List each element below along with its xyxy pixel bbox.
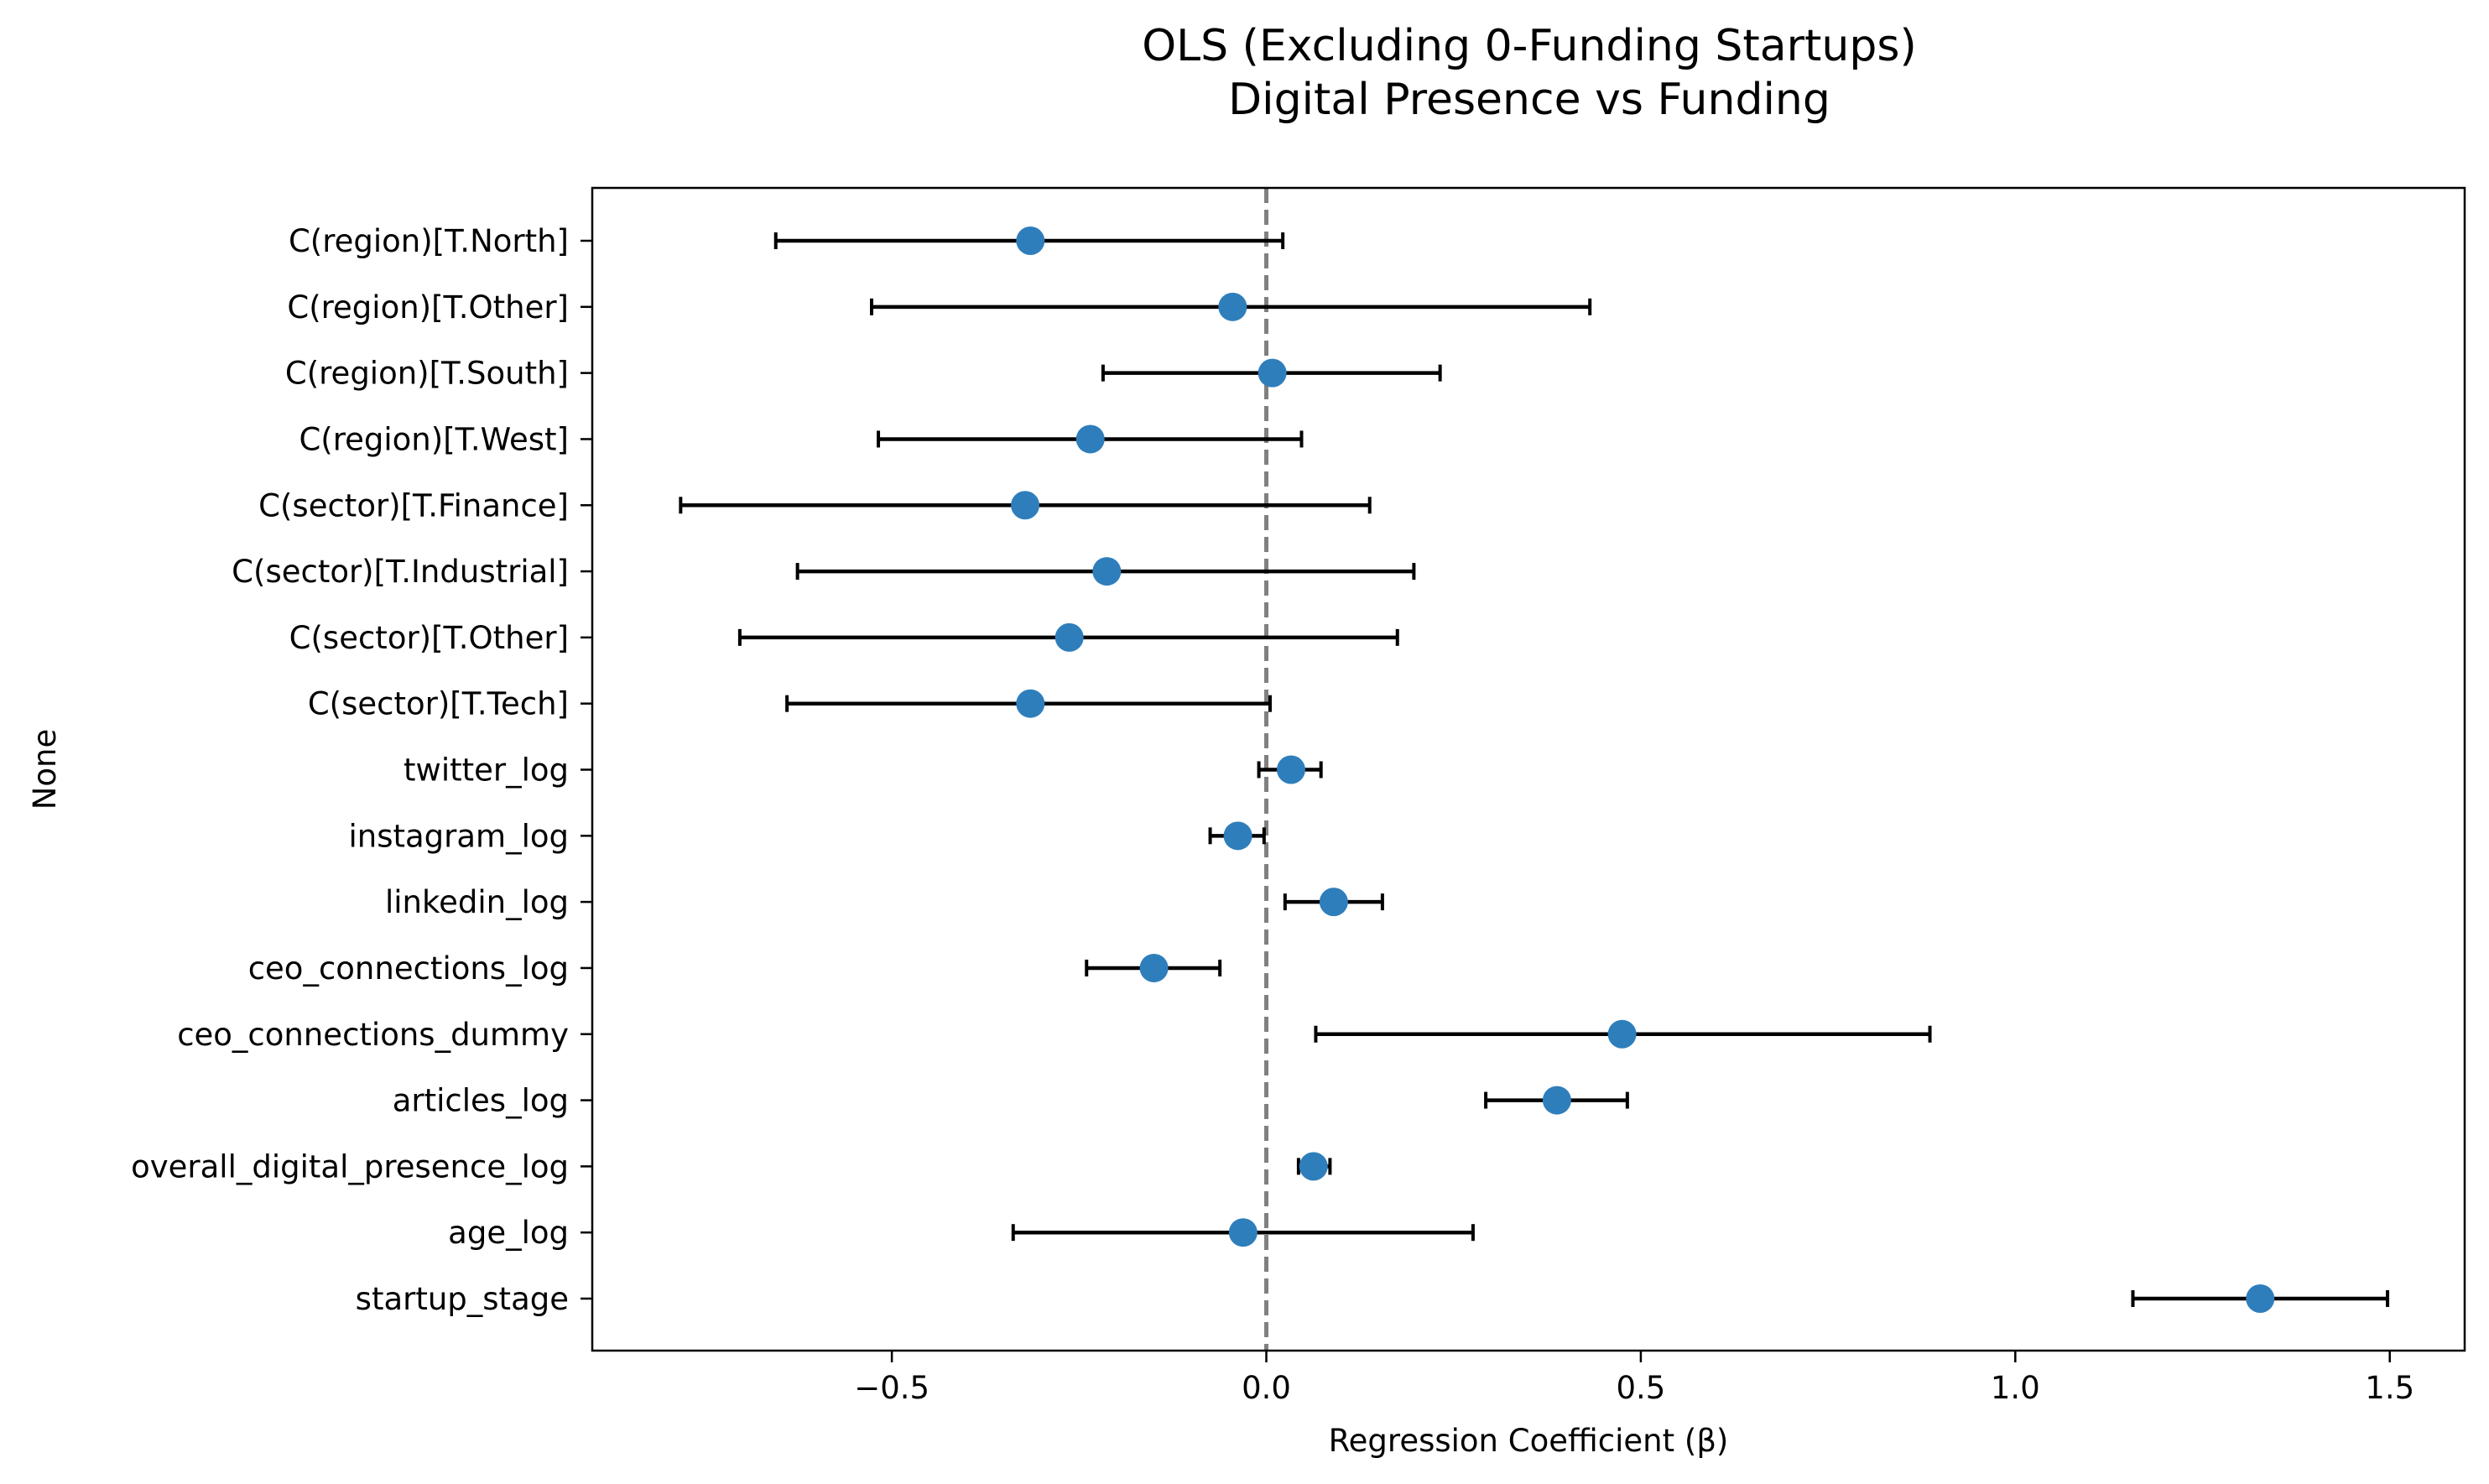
plot-frame [591,186,2466,1352]
y-tick-label: age_log [448,1215,569,1251]
y-tick-label: articles_log [393,1083,569,1119]
x-tick-label: 0.0 [1242,1370,1291,1406]
coefficient-point [1092,557,1122,586]
coefficient-point [1054,622,1084,652]
coefficient-point [2246,1284,2275,1313]
y-tick-label: twitter_log [404,752,569,789]
coefficient-point [1319,888,1348,917]
y-tick-label: linkedin_log [385,884,569,920]
y-tick-label: C(sector)[T.Industrial] [232,554,569,590]
coefficient-point [1075,424,1105,454]
coefficient-point [1299,1152,1328,1181]
coefficient-point [1016,689,1045,718]
coefficient-point [1276,755,1305,784]
coefficient-point [1223,821,1252,851]
y-tick-label: C(region)[T.West] [299,421,569,457]
x-axis-label: Regression Coefficient (β) [1329,1423,1729,1459]
coefficient-point [1607,1019,1637,1049]
y-tick-label: instagram_log [348,818,569,854]
chart-title-line-2: Digital Presence vs Funding [1228,75,1830,125]
coefficient-point [1228,1218,1258,1247]
x-tick-label: −0.5 [854,1370,929,1406]
x-tick-label: 1.0 [1991,1370,2040,1406]
coefficient-point [1218,292,1247,321]
y-tick-label: C(region)[T.North] [289,223,569,259]
y-tick-label: overall_digital_presence_log [131,1148,569,1185]
x-tick-label: 1.5 [2365,1370,2414,1406]
y-tick-label: C(region)[T.Other] [287,289,569,325]
y-tick-label: startup_stage [356,1281,569,1317]
plot-area: −0.5 0.0 0.5 1.0 1.5 C(region)[T.North] C(regi… [131,188,2414,1406]
y-tick-label: C(sector)[T.Tech] [308,686,569,722]
chart-title-line-1: OLS (Excluding 0-Funding Startups) [1142,21,1917,71]
y-tick-label: ceo_connections_dummy [177,1017,569,1053]
y-axis-label: None [27,729,63,810]
y-tick-label: C(region)[T.South] [285,356,569,392]
y-tick-label: C(sector)[T.Finance] [258,487,569,523]
y-tick-label: ceo_connections_log [248,950,569,987]
coefficient-point [1542,1086,1571,1115]
x-tick-label: 0.5 [1616,1370,1665,1406]
coefficient-point [1011,491,1040,520]
coefficient-point [1258,358,1287,388]
coefficient-point [1139,953,1169,982]
coefficient-point [1016,227,1045,255]
y-tick-label: C(sector)[T.Other] [289,620,569,656]
